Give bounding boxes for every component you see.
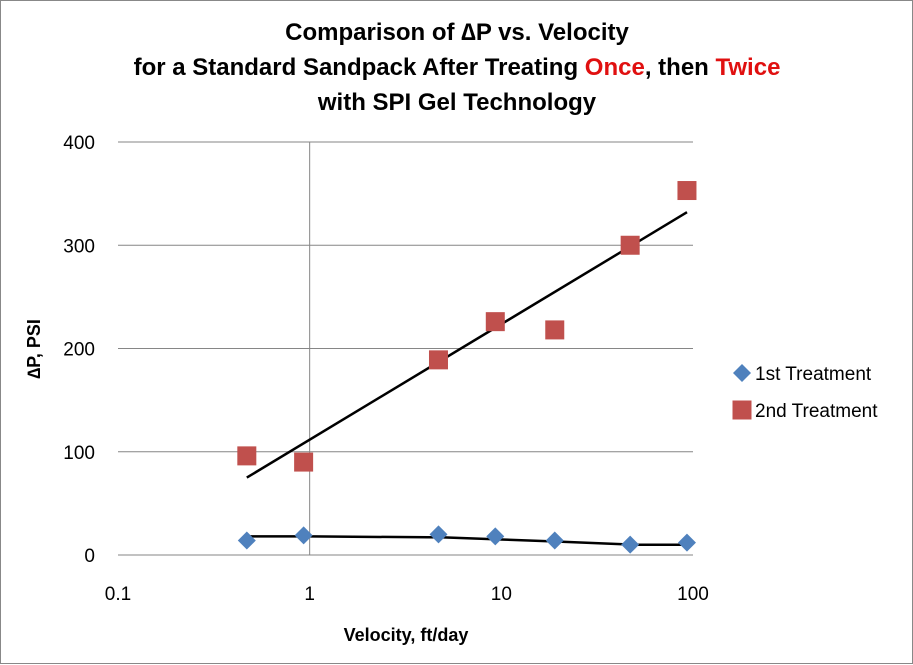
chart-title-line-3: with SPI Gel Technology	[317, 89, 597, 116]
data-point-diamond-series-1	[486, 527, 505, 546]
title-highlight-twice: Twice	[716, 54, 781, 81]
legend-marker-series-1	[733, 364, 751, 382]
data-point-diamond-series-1	[621, 535, 640, 554]
tick-labels: 0 100 200 300 400 0.1 1 10 100	[63, 133, 709, 605]
title-line-2-part-2: , then	[645, 54, 716, 81]
trendline-series-2	[246, 211, 688, 479]
y-tick-label: 0	[84, 546, 95, 567]
trendline-series-1	[246, 535, 687, 546]
data-point-diamond-series-1	[294, 526, 313, 545]
y-tick-label: 300	[63, 236, 95, 257]
chart-title-line-2: for a Standard Sandpack After Treating O…	[134, 54, 781, 81]
legend-marker-series-2	[732, 400, 752, 420]
legend: 1st Treatment 2nd Treatment	[732, 364, 878, 422]
data-point-square-series-2	[485, 312, 505, 332]
data-point-square-series-2	[620, 235, 640, 255]
data-point-diamond-series-1	[429, 525, 448, 544]
gridlines	[118, 141, 693, 555]
data-point-square-series-2	[677, 181, 697, 201]
title-line-2-part-1: for a Standard Sandpack After Treating	[134, 54, 585, 81]
title-highlight-once: Once	[585, 54, 645, 81]
data-point-square-series-2	[428, 350, 448, 370]
data-point-square-series-2	[237, 446, 257, 466]
chart-title-line-1: Comparison of ∆P vs. Velocity	[285, 19, 629, 46]
x-tick-label: 1	[304, 584, 315, 605]
data-points	[237, 181, 697, 554]
x-tick-label: 0.1	[105, 584, 131, 605]
y-tick-label: 200	[63, 340, 95, 361]
trendlines	[246, 211, 688, 546]
data-point-diamond-series-1	[545, 531, 564, 550]
data-point-diamond-series-1	[677, 533, 696, 552]
x-tick-label: 100	[677, 584, 709, 605]
data-point-square-series-2	[545, 320, 565, 340]
x-tick-label: 10	[491, 584, 512, 605]
legend-label-series-2: 2nd Treatment	[755, 401, 878, 422]
data-point-diamond-series-1	[237, 531, 256, 550]
x-axis-title: Velocity, ft/day	[344, 625, 469, 645]
y-tick-label: 100	[63, 443, 95, 464]
y-axis-title: ∆P, PSI	[24, 319, 44, 379]
data-point-square-series-2	[294, 452, 314, 472]
y-tick-label: 400	[63, 133, 95, 154]
legend-label-series-1: 1st Treatment	[755, 364, 872, 385]
